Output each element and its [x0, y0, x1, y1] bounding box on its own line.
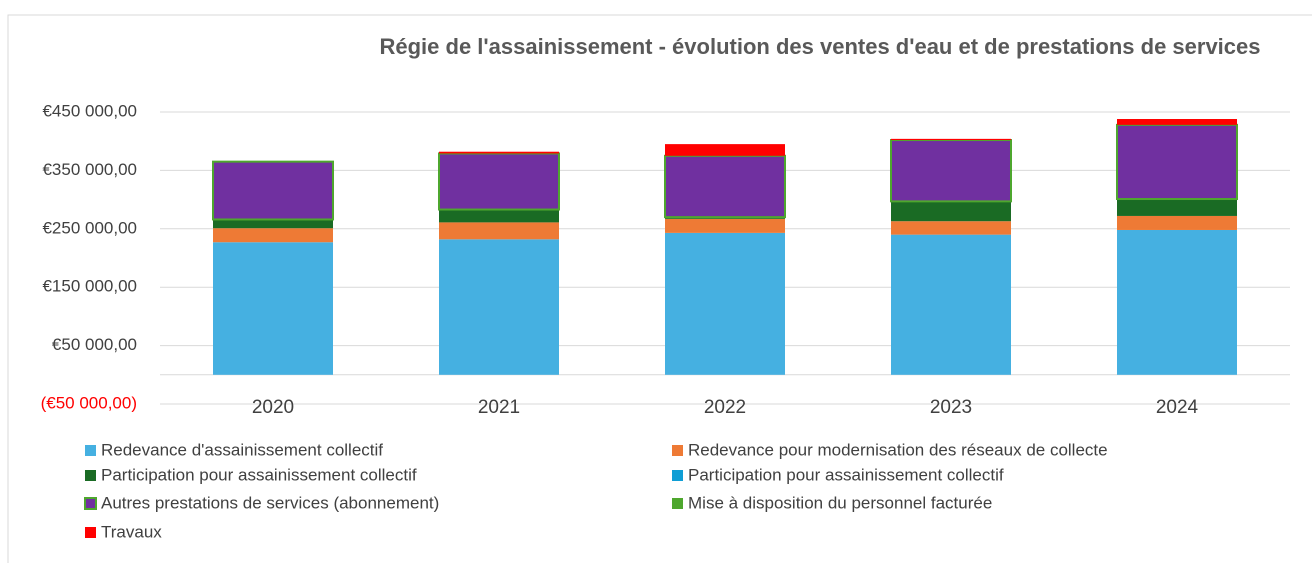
bar-segment — [1116, 123, 1238, 201]
legend-swatch — [672, 470, 683, 481]
x-tick-label: 2024 — [1156, 397, 1199, 418]
legend-swatch — [85, 527, 96, 538]
bar-segment — [439, 222, 559, 240]
legend-swatch — [84, 497, 97, 510]
bar-segment — [665, 232, 785, 375]
legend-label: Participation pour assainissement collec… — [688, 465, 1004, 484]
legend-label: Redevance d'assainissement collectif — [101, 440, 383, 459]
bar-segment — [213, 219, 333, 229]
bar-segment — [890, 139, 1012, 203]
bar-segment — [439, 151, 559, 154]
legend-swatch — [85, 445, 96, 456]
y-tick-label: €450 000,00 — [42, 101, 137, 120]
bar-segment — [891, 234, 1011, 375]
bar-segment — [891, 221, 1011, 235]
bar-segment — [664, 154, 786, 219]
y-tick-label: €250 000,00 — [42, 218, 137, 237]
y-tick-label: €350 000,00 — [42, 160, 137, 179]
chart-frame — [7, 14, 1312, 563]
legend-label: Redevance pour modernisation des réseaux… — [688, 440, 1108, 459]
bar-segment — [1117, 229, 1237, 375]
y-tick-label: €150 000,00 — [42, 277, 137, 296]
chart-title: Régie de l'assainissement - évolution de… — [379, 34, 1261, 59]
bar-segment — [1117, 215, 1237, 230]
y-tick-label: €50 000,00 — [52, 335, 137, 354]
y-tick-label: (€50 000,00) — [41, 393, 137, 412]
legend-swatch — [85, 470, 96, 481]
bar-segment — [665, 218, 785, 233]
bar-segment — [439, 209, 559, 223]
bar-segment — [1117, 199, 1237, 216]
legend-label: Participation pour assainissement collec… — [101, 465, 417, 484]
bar-segment — [213, 242, 333, 375]
bar-segment — [439, 239, 559, 375]
legend-swatch — [672, 445, 683, 456]
bar-segment — [212, 160, 334, 221]
x-tick-label: 2023 — [930, 397, 972, 418]
x-tick-label: 2022 — [704, 397, 746, 418]
bar-segment — [891, 201, 1011, 222]
legend-label: Mise à disposition du personnel facturée — [688, 493, 992, 512]
bar-segment — [891, 138, 1011, 141]
bar-segment — [1117, 119, 1237, 125]
bar-segment — [438, 152, 560, 211]
legend-swatch — [672, 498, 683, 509]
legend-label: Autres prestations de services (abonneme… — [101, 493, 439, 512]
bar-segment — [213, 228, 333, 243]
x-tick-label: 2021 — [478, 397, 520, 418]
legend-label: Travaux — [101, 522, 162, 541]
bar-segment — [665, 144, 785, 156]
x-tick-label: 2020 — [252, 397, 294, 418]
